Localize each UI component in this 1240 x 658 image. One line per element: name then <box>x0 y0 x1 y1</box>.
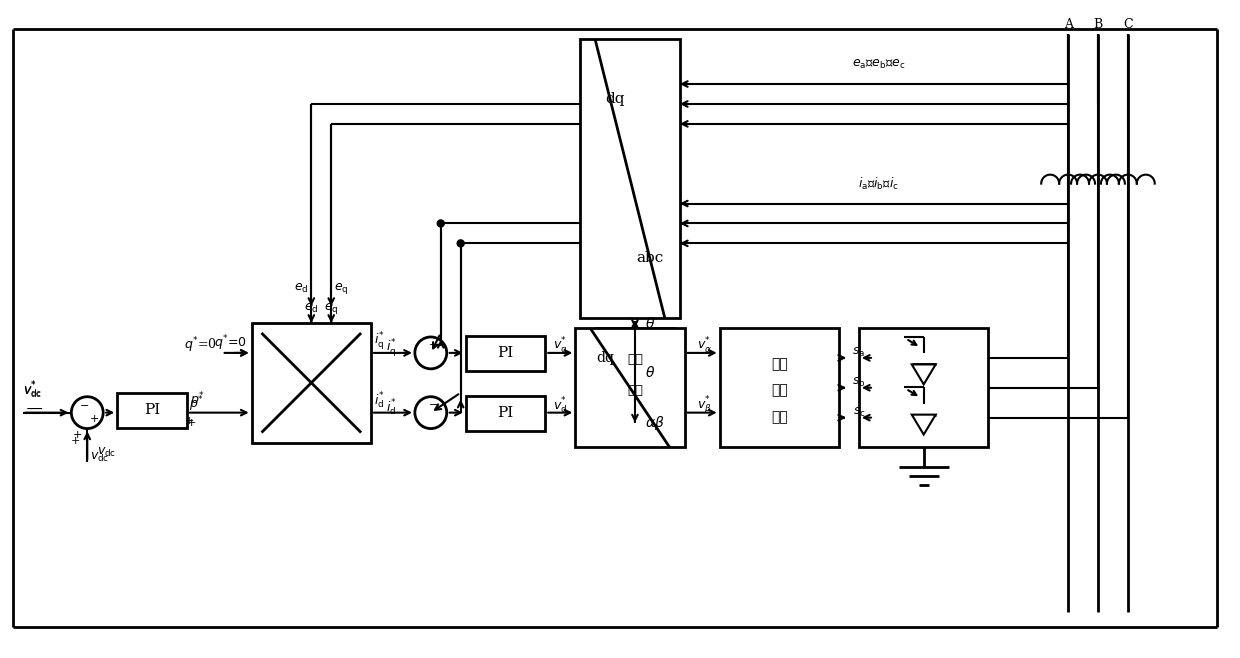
Text: PI: PI <box>144 403 160 417</box>
Text: $\theta$: $\theta$ <box>645 365 655 380</box>
Text: $\theta$: $\theta$ <box>645 316 655 330</box>
Bar <box>575 328 684 447</box>
Text: PI: PI <box>497 346 513 361</box>
Text: $q^{*}$=0: $q^{*}$=0 <box>184 335 217 355</box>
Text: $i_{\rm d}^{*}$: $i_{\rm d}^{*}$ <box>374 391 384 411</box>
Text: $q^{*}$=0: $q^{*}$=0 <box>213 333 247 353</box>
Text: $v_{\rm dc}^{*}$: $v_{\rm dc}^{*}$ <box>22 380 42 399</box>
Text: +: + <box>71 436 81 445</box>
Text: 空间: 空间 <box>771 357 787 371</box>
Text: −: − <box>429 399 439 410</box>
Text: $v_{\rm dc}^{*}$: $v_{\rm dc}^{*}$ <box>22 380 42 401</box>
Text: $v_{\rm dc}$: $v_{\rm dc}$ <box>91 451 109 464</box>
Text: $p^{*}$: $p^{*}$ <box>190 391 205 411</box>
Text: $e_{\rm a}$、$e_{\rm b}$、$e_{\rm c}$: $e_{\rm a}$、$e_{\rm b}$、$e_{\rm c}$ <box>852 57 905 70</box>
Text: $p^{*}$: $p^{*}$ <box>190 395 205 415</box>
Bar <box>719 328 839 447</box>
Text: $s_{\rm a}$: $s_{\rm a}$ <box>852 346 866 359</box>
Text: $e_{\rm q}$: $e_{\rm q}$ <box>334 281 348 295</box>
Text: $s_{\rm c}$: $s_{\rm c}$ <box>853 406 866 419</box>
Text: $e_{\rm d}$: $e_{\rm d}$ <box>304 301 319 315</box>
Circle shape <box>458 240 464 247</box>
Circle shape <box>72 397 103 428</box>
Bar <box>252 323 371 443</box>
Text: $v_{\beta}^{*}$: $v_{\beta}^{*}$ <box>697 395 712 417</box>
Text: +: + <box>73 430 82 440</box>
Text: 矢量: 矢量 <box>627 384 642 397</box>
Text: dq: dq <box>596 351 614 365</box>
Bar <box>595 328 675 418</box>
Text: A: A <box>1064 18 1073 31</box>
Text: $i_{\rm d}^{*}$: $i_{\rm d}^{*}$ <box>386 397 397 418</box>
Text: $\alpha\beta$: $\alpha\beta$ <box>645 414 665 432</box>
Text: +: + <box>187 418 196 428</box>
Text: −: − <box>79 401 89 411</box>
Circle shape <box>438 220 444 227</box>
Text: $i_{\rm q}^{*}$: $i_{\rm q}^{*}$ <box>374 330 384 352</box>
Text: $s_{\rm b}$: $s_{\rm b}$ <box>852 376 866 390</box>
Text: −: − <box>32 403 42 416</box>
Polygon shape <box>911 365 936 384</box>
Text: −: − <box>25 403 36 416</box>
Text: 矢量: 矢量 <box>771 383 787 397</box>
Bar <box>466 336 546 371</box>
Text: −: − <box>429 340 439 350</box>
Bar <box>117 393 187 428</box>
Text: +: + <box>89 414 99 424</box>
Polygon shape <box>911 415 936 434</box>
Circle shape <box>415 397 446 428</box>
Text: $i_{\rm a}$、$i_{\rm b}$、$i_{\rm c}$: $i_{\rm a}$、$i_{\rm b}$、$i_{\rm c}$ <box>858 176 899 191</box>
Text: C: C <box>1123 18 1132 31</box>
Text: PI: PI <box>497 406 513 420</box>
Bar <box>859 328 988 447</box>
Circle shape <box>415 337 446 369</box>
Text: $v_{\alpha}^{*}$: $v_{\alpha}^{*}$ <box>697 336 712 356</box>
Text: +: + <box>185 416 195 426</box>
Bar <box>580 39 680 318</box>
Text: B: B <box>1094 18 1102 31</box>
Text: $e_{\rm q}$: $e_{\rm q}$ <box>324 301 339 316</box>
Text: dq: dq <box>605 92 625 106</box>
Text: $e_{\rm d}$: $e_{\rm d}$ <box>294 282 309 295</box>
Text: 控制: 控制 <box>771 411 787 424</box>
Text: 虚拟: 虚拟 <box>627 353 642 366</box>
Text: $v_{\rm dc}$: $v_{\rm dc}$ <box>97 446 117 459</box>
Bar <box>466 395 546 430</box>
Text: $v_{\rm q}^{*}$: $v_{\rm q}^{*}$ <box>553 335 568 357</box>
Text: abc: abc <box>636 251 663 265</box>
Text: $v_{\rm d}^{*}$: $v_{\rm d}^{*}$ <box>553 395 568 416</box>
Text: $i_{\rm q}^{*}$: $i_{\rm q}^{*}$ <box>386 337 397 359</box>
